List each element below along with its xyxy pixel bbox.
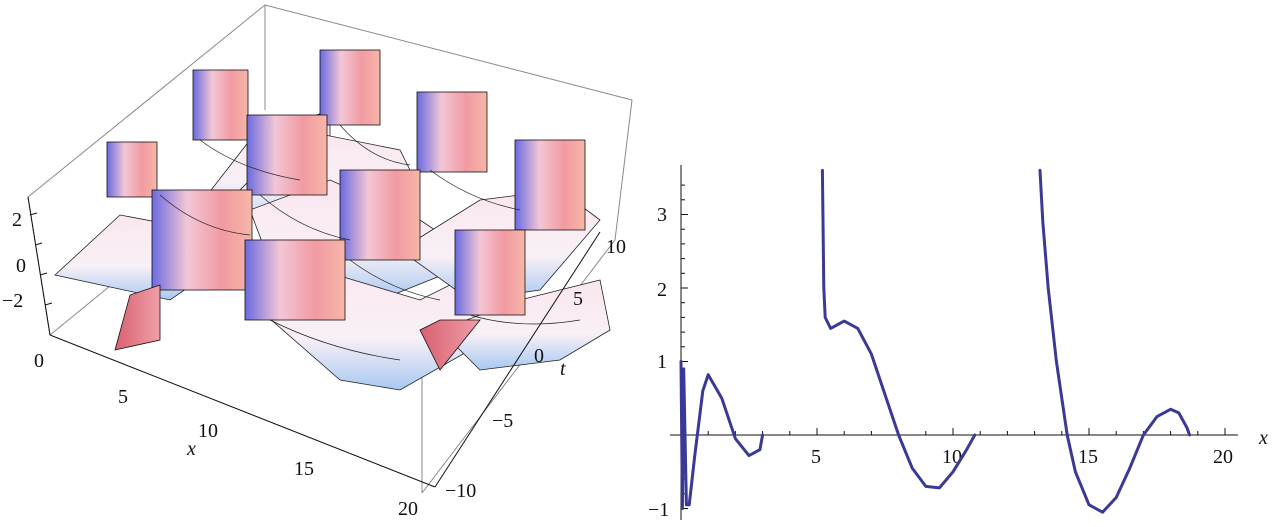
y-tick-3: 3 [657,204,667,226]
z-tick-2: 2 [12,209,22,231]
surface-mesh [159,124,581,361]
series-line-3 [1038,168,1192,514]
line-plot-svg: 5 10 15 20 −1 1 2 3 x [648,165,1268,521]
t-tick-10: 10 [606,236,626,258]
data-series [679,168,1192,514]
x-axis-label: x [1258,427,1268,449]
t-tick-5: 5 [573,288,583,310]
x-tick-5: 5 [811,446,821,468]
surface-walls [106,49,586,371]
x-axis-label: x [186,438,196,460]
z-tick-minus2: −2 [2,290,23,312]
x-tick-20: 20 [398,498,418,520]
x-axis [49,334,436,488]
t-axis-label: t [560,358,566,380]
t-tick-minus10: −10 [445,480,476,502]
y-tick-2: 2 [657,279,667,301]
y-tick-1: 1 [657,351,667,373]
x-tick-5: 5 [118,386,128,408]
line-plot-2d: 5 10 15 20 −1 1 2 3 x [640,0,1277,522]
t-axis [434,231,601,488]
x-tick-0: 0 [34,350,44,372]
t-tick-minus5: −5 [492,410,513,432]
y-tick-minus1: −1 [648,499,669,521]
x-tick-15: 15 [1078,446,1098,468]
tick-labels: 5 10 15 20 −1 1 2 3 x [648,204,1268,521]
z-axis [27,196,53,336]
surface-plot-3d: 2 0 −2 0 5 10 15 20 x −10 −5 0 5 10 t [0,0,640,522]
z-tick-0: 0 [16,255,26,277]
series-line-1 [679,360,765,510]
x-tick-10: 10 [198,420,218,442]
x-tick-15: 15 [294,458,314,480]
series-line-2 [820,168,977,490]
x-tick-20: 20 [1213,446,1233,468]
surface-plot-svg: 2 0 −2 0 5 10 15 20 x −10 −5 0 5 10 t [2,4,633,520]
t-tick-0: 0 [534,345,544,367]
